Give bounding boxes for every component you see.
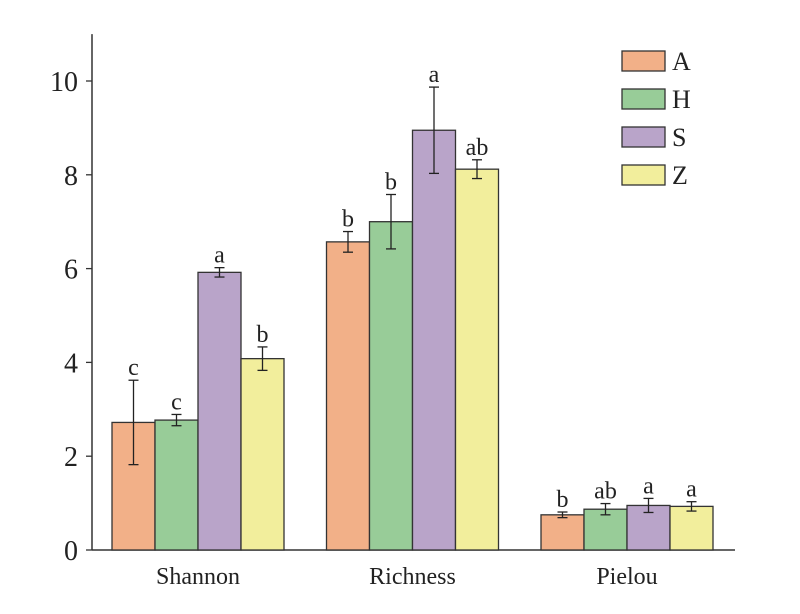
bar-s <box>197 271 242 551</box>
legend-label: A <box>672 47 691 76</box>
y-tick-label: 0 <box>64 536 78 567</box>
legend-swatch-z <box>621 164 666 186</box>
legend-label: Z <box>672 161 688 190</box>
significance-label: b <box>342 207 354 233</box>
significance-label: a <box>686 477 697 503</box>
significance-label: a <box>214 243 225 269</box>
bar-a <box>325 241 371 551</box>
significance-label: c <box>128 355 139 381</box>
legend-label: H <box>672 85 691 114</box>
significance-label: a <box>429 62 440 88</box>
significance-label: a <box>643 473 654 499</box>
legend-swatch-a <box>621 50 666 72</box>
x-tick-label: Pielou <box>596 564 657 590</box>
y-tick-label: 2 <box>64 442 78 473</box>
legend-swatch-h <box>621 88 666 110</box>
bar-z <box>240 357 285 551</box>
y-tick-label: 6 <box>64 255 78 286</box>
significance-label: ab <box>594 479 617 505</box>
bar-s <box>411 129 457 551</box>
significance-label: b <box>385 169 397 195</box>
bar-h <box>154 419 199 551</box>
y-tick-label: 8 <box>64 161 78 192</box>
bar-z <box>454 168 500 551</box>
significance-label: b <box>557 487 569 513</box>
x-tick-label: Richness <box>369 564 456 590</box>
x-tick-label: Shannon <box>156 564 240 590</box>
significance-label: b <box>257 322 269 348</box>
significance-label: c <box>171 389 182 415</box>
legend-label: S <box>672 123 686 152</box>
significance-label: ab <box>466 135 489 161</box>
bar-h <box>368 221 414 551</box>
bar-z <box>669 505 714 551</box>
y-tick-label: 10 <box>50 67 78 98</box>
y-tick-label: 4 <box>64 348 78 379</box>
legend-swatch-s <box>621 126 666 148</box>
bar-a <box>540 514 585 551</box>
